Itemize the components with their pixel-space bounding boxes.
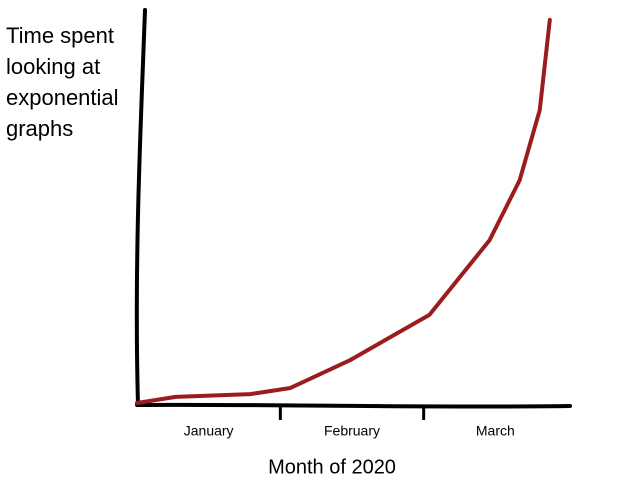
x-tick-label: March — [476, 423, 515, 439]
x-tick-label: February — [324, 423, 380, 439]
x-axis — [135, 402, 572, 409]
x-tick-label: January — [184, 423, 234, 439]
x-axis-label: Month of 2020 — [268, 456, 396, 478]
data-line — [135, 17, 552, 405]
y-axis — [134, 8, 147, 407]
y-axis-label: Time spent looking at exponential graphs — [6, 23, 119, 141]
